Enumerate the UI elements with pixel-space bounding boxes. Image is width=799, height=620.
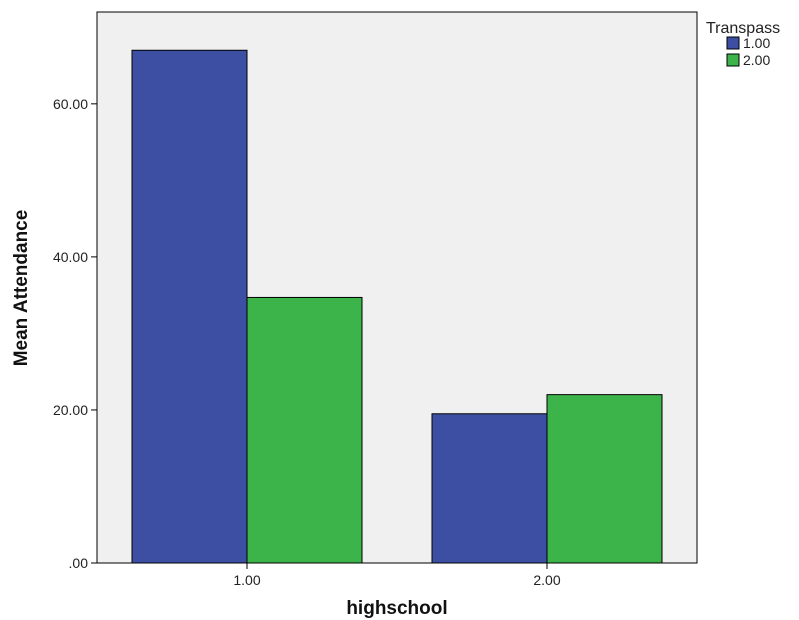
bar-cat2.00-series2.00 xyxy=(546,394,663,564)
bar-cat2.00-series1.00 xyxy=(431,413,548,564)
y-tick-label: 40.00 xyxy=(53,249,88,265)
bar-cat1.00-series2.00 xyxy=(246,296,363,564)
x-axis: 1.00 2.00 xyxy=(233,563,561,588)
legend-title: Transpass xyxy=(706,20,780,37)
bars-group xyxy=(131,49,663,564)
y-tick-label: .00 xyxy=(69,555,89,571)
legend: Transpass 1.002.00 xyxy=(706,20,780,68)
x-tick-label: 2.00 xyxy=(533,572,560,588)
legend-label: 1.00 xyxy=(743,35,770,51)
legend-swatch xyxy=(726,53,740,67)
y-tick-label: 60.00 xyxy=(53,96,88,112)
x-axis-title: highschool xyxy=(346,598,447,619)
legend-label: 2.00 xyxy=(743,52,770,68)
legend-swatch xyxy=(726,36,740,50)
x-tick-label: 1.00 xyxy=(233,572,260,588)
y-axis: .00 20.00 40.00 60.00 xyxy=(53,96,97,571)
y-tick-label: 20.00 xyxy=(53,402,88,418)
y-axis-title: Mean Attendance xyxy=(11,210,32,367)
bar-cat1.00-series1.00 xyxy=(131,49,248,564)
